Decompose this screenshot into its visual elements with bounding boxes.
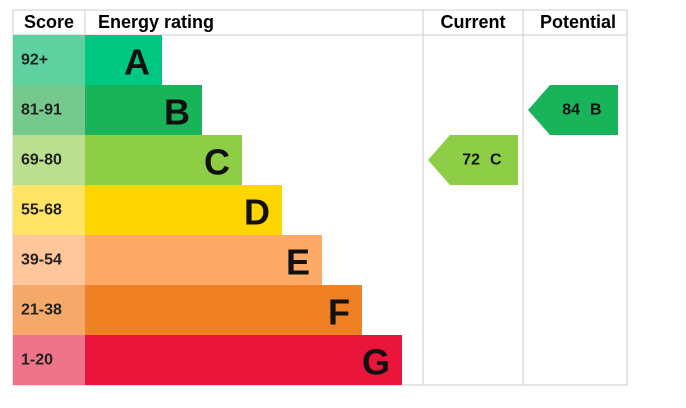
current-value: 72: [462, 152, 480, 169]
score-cell: [13, 85, 85, 135]
rating-letter: C: [204, 142, 230, 183]
score-label: 81-91: [21, 102, 62, 119]
score-label: 21-38: [21, 302, 62, 319]
rating-letter: F: [328, 292, 350, 333]
score-cell: [13, 185, 85, 235]
score-cell: [13, 35, 85, 85]
header: Score: [24, 12, 74, 32]
score-label: 69-80: [21, 152, 62, 169]
score-label: 1-20: [21, 352, 53, 369]
current-arrow: [428, 135, 518, 185]
rating-letter: D: [244, 192, 270, 233]
rating-bar: [85, 235, 322, 285]
rating-bar: [85, 135, 242, 185]
rating-letter: G: [362, 342, 390, 383]
rating-bar: [85, 285, 362, 335]
potential-letter: B: [590, 102, 602, 119]
rating-letter: A: [124, 42, 150, 83]
current-letter: C: [490, 152, 502, 169]
header: Potential: [540, 12, 616, 32]
score-label: 39-54: [21, 252, 62, 269]
rating-bar: [85, 35, 162, 85]
rating-letter: E: [286, 242, 310, 283]
score-label: 92+: [21, 52, 48, 69]
header: Energy rating: [98, 12, 214, 32]
rating-bar: [85, 335, 402, 385]
score-cell: [13, 285, 85, 335]
rating-bar: [85, 85, 202, 135]
score-cell: [13, 235, 85, 285]
potential-arrow: [528, 85, 618, 135]
rating-bar: [85, 185, 282, 235]
header: Current: [440, 12, 505, 32]
score-cell: [13, 135, 85, 185]
score-label: 55-68: [21, 202, 62, 219]
score-cell: [13, 335, 85, 385]
rating-letter: B: [164, 92, 190, 133]
potential-value: 84: [562, 102, 580, 119]
